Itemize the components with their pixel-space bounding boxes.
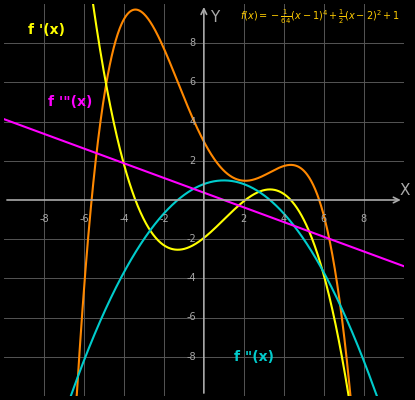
Text: -6: -6 <box>79 214 89 224</box>
Text: Y: Y <box>210 10 219 25</box>
Text: 4: 4 <box>281 214 287 224</box>
Text: 4: 4 <box>190 117 196 127</box>
Text: -8: -8 <box>186 352 196 362</box>
Text: -8: -8 <box>39 214 49 224</box>
Text: 8: 8 <box>361 214 367 224</box>
Text: 6: 6 <box>321 214 327 224</box>
Text: -4: -4 <box>186 273 196 283</box>
Text: 6: 6 <box>190 78 196 88</box>
Text: $f(x) = -\frac{1}{64}(x-1)^4+\frac{1}{2}(x-2)^2+1$: $f(x) = -\frac{1}{64}(x-1)^4+\frac{1}{2}… <box>239 8 400 26</box>
Text: -2: -2 <box>159 214 169 224</box>
Text: f '"(x): f '"(x) <box>48 95 93 109</box>
Text: -4: -4 <box>119 214 129 224</box>
Text: -2: -2 <box>186 234 196 244</box>
Text: 2: 2 <box>241 214 247 224</box>
Text: 8: 8 <box>190 38 196 48</box>
Text: -6: -6 <box>186 312 196 322</box>
Text: f '(x): f '(x) <box>28 22 65 36</box>
Text: f "(x): f "(x) <box>234 350 274 364</box>
Text: X: X <box>400 183 410 198</box>
Text: 2: 2 <box>190 156 196 166</box>
